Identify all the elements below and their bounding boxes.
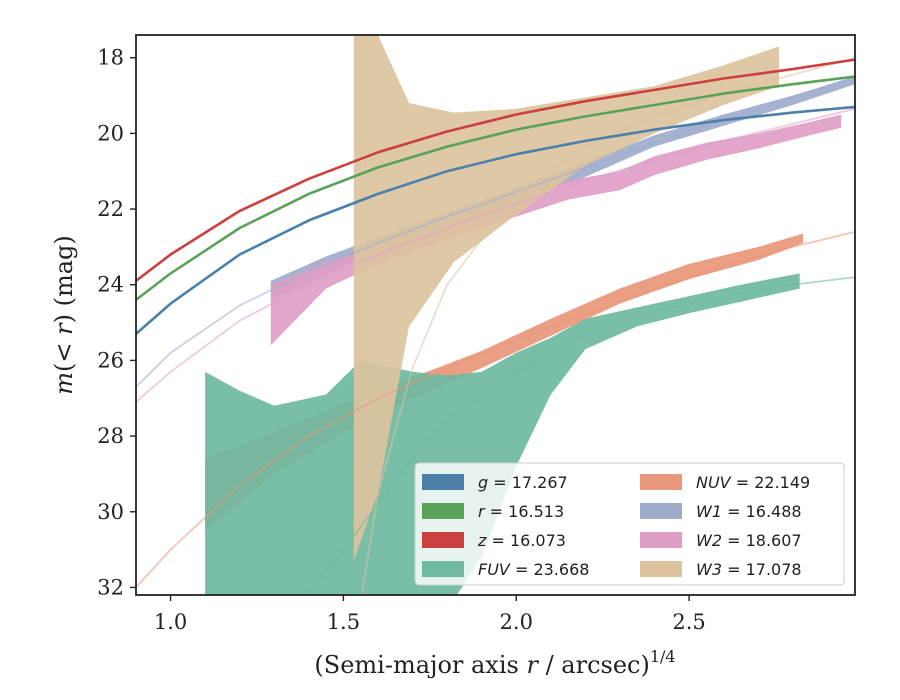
model-line-w1	[136, 75, 855, 388]
band-fuv	[205, 273, 800, 595]
legend-label-fuv: FUV = 23.668	[478, 560, 589, 579]
legend-label-w1: W1 = 16.488	[696, 502, 802, 521]
legend-swatch-fuv	[422, 561, 464, 577]
x-tick-label: 1.0	[154, 610, 187, 634]
plot-frame	[135, 34, 856, 596]
model-line-nuv	[136, 230, 855, 589]
model-line-w3	[360, 56, 855, 595]
y-axis-title: m(< r) (mag)	[50, 235, 78, 395]
model-line-z	[136, 58, 855, 283]
x-axis-ticks: 1.0 1.5 2.0 2.5	[154, 595, 706, 634]
line-layer	[136, 56, 855, 595]
y-axis-ticks: 18 20 22 24 26 28 30 32	[97, 46, 136, 599]
x-axis-title: (Semi-major axis r / arcsec)1/4	[314, 647, 675, 679]
x-tick-label: 2.0	[500, 610, 533, 634]
legend-label-g: g = 17.267	[478, 473, 568, 492]
y-tick-label: 24	[97, 273, 124, 297]
y-tick-label: 28	[97, 424, 124, 448]
y-tick-label: 20	[97, 121, 124, 145]
legend-swatch-z	[422, 532, 464, 548]
legend-label-w2: W2 = 18.607	[696, 531, 802, 550]
band-nuv	[205, 233, 804, 531]
band-w2	[270, 114, 842, 346]
legend-label-nuv: NUV = 22.149	[696, 473, 810, 492]
model-line-g	[136, 105, 855, 336]
model-line-w2	[136, 107, 855, 403]
y-tick-label: 18	[97, 46, 124, 70]
legend-swatch-nuv	[640, 474, 682, 490]
model-line-fuv	[306, 276, 855, 595]
legend-swatch-g	[422, 474, 464, 490]
y-tick-label: 26	[97, 348, 124, 372]
model-line-r	[136, 75, 855, 302]
legend-label-r: r = 16.513	[478, 502, 564, 521]
y-tick-label: 32	[97, 575, 124, 599]
legend-label-w3: W3 = 17.078	[696, 560, 802, 579]
x-tick-label: 2.5	[672, 610, 705, 634]
legend-box	[414, 462, 845, 586]
y-tick-label: 30	[97, 500, 124, 524]
legend-label-z: z = 16.073	[477, 531, 566, 550]
y-tick-label: 22	[97, 197, 124, 221]
x-tick-label: 1.5	[327, 610, 360, 634]
legend: g = 17.267 r = 16.513 z = 16.073 FUV = 23.6…	[414, 462, 845, 586]
band-w1	[270, 76, 855, 300]
band-w3	[353, 35, 779, 561]
legend-swatch-r	[422, 503, 464, 519]
legend-swatch-w1	[640, 503, 682, 519]
legend-swatch-w2	[640, 532, 682, 548]
band-layer	[205, 35, 855, 595]
legend-swatch-w3	[640, 561, 682, 577]
legend-entries: g = 17.267 r = 16.513 z = 16.073 FUV = 23.6…	[422, 473, 810, 579]
